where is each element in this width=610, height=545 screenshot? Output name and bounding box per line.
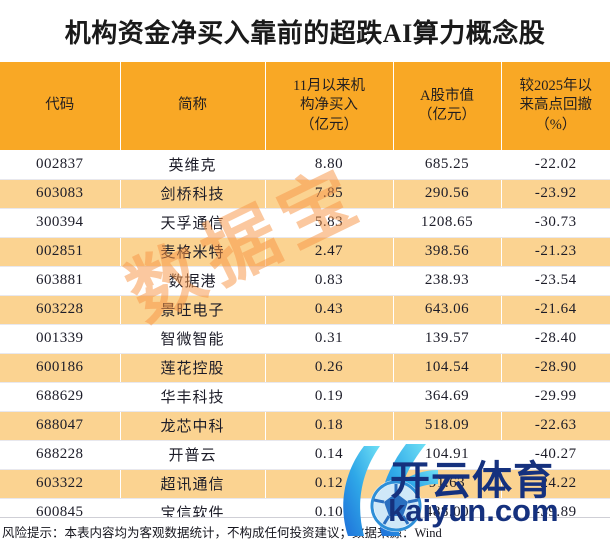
cell-drawdown: -21.23 [501,237,610,267]
table-row: 603322 超讯通信 0.12 91.63 -24.22 [0,469,610,499]
cell-name: 龙芯中科 [120,411,266,441]
cell-name: 天孚通信 [120,208,266,238]
cell-netbuy: 0.26 [265,353,394,383]
cell-code: 688629 [0,382,121,412]
column-header-netbuy-line3: （亿元） [300,116,358,133]
cell-code: 002837 [0,150,121,180]
column-header-netbuy-line1: 11月以来机 [293,78,365,95]
cell-netbuy: 0.14 [265,440,394,470]
cell-marketcap: 104.54 [393,353,502,383]
table-row: 300394 天孚通信 5.83 1208.65 -30.73 [0,208,610,238]
column-header-drawdown-line1: 较2025年以 [519,78,593,95]
cell-name: 超讯通信 [120,469,266,499]
table-row: 002851 麦格米特 2.47 398.56 -21.23 [0,237,610,267]
stock-table-container: 代码 简称 11月以来机 构净买入 （亿元） A股市值 （亿元） [0,62,610,528]
cell-code: 603083 [0,179,121,209]
cell-code: 603881 [0,266,121,296]
cell-netbuy: 0.31 [265,324,394,354]
cell-netbuy: 7.85 [265,179,394,209]
cell-name: 智微智能 [120,324,266,354]
table-header-row: 代码 简称 11月以来机 构净买入 （亿元） A股市值 （亿元） [0,62,610,150]
column-header-drawdown-line2: 来高点回撤 [519,97,593,114]
cell-marketcap: 643.06 [393,295,502,325]
cell-marketcap: 518.09 [393,411,502,441]
cell-drawdown: -30.73 [501,208,610,238]
cell-netbuy: 5.83 [265,208,394,238]
column-header-code: 代码 [0,62,121,150]
cell-netbuy: 0.43 [265,295,394,325]
stock-table: 代码 简称 11月以来机 构净买入 （亿元） A股市值 （亿元） [0,62,610,528]
table-body: 002837 英维克 8.80 685.25 -22.02 603083 剑桥科技 7.85 2… [0,150,610,528]
cell-code: 603228 [0,295,121,325]
cell-netbuy: 0.83 [265,266,394,296]
column-header-code-label: 代码 [45,97,75,114]
cell-drawdown: -21.64 [501,295,610,325]
table-row: 603881 数据港 0.83 238.93 -23.54 [0,266,610,296]
table-header: 代码 简称 11月以来机 构净买入 （亿元） A股市值 （亿元） [0,62,610,150]
cell-name: 剑桥科技 [120,179,266,209]
table-row: 600186 莲花控股 0.26 104.54 -28.90 [0,353,610,383]
cell-drawdown: -22.63 [501,411,610,441]
cell-code: 688047 [0,411,121,441]
page-title-bar: 机构资金净买入靠前的超跌AI算力概念股 [0,0,610,62]
table-row: 002837 英维克 8.80 685.25 -22.02 [0,150,610,180]
cell-netbuy: 0.19 [265,382,394,412]
cell-drawdown: -24.22 [501,469,610,499]
cell-marketcap: 398.56 [393,237,502,267]
column-header-name-label: 简称 [178,97,207,114]
cell-code: 002851 [0,237,121,267]
column-header-drawdown: 较2025年以 来高点回撤 （%） [500,62,610,150]
cell-netbuy: 0.12 [265,469,394,499]
page-title: 机构资金净买入靠前的超跌AI算力概念股 [64,18,546,48]
cell-code: 300394 [0,208,121,238]
cell-netbuy: 0.18 [265,411,394,441]
cell-name: 数据港 [120,266,266,296]
column-header-netbuy-line2: 构净买入 [300,97,358,114]
cell-drawdown: -28.90 [501,353,610,383]
cell-drawdown: -40.27 [501,440,610,470]
cell-name: 英维克 [120,150,266,180]
cell-drawdown: -23.54 [501,266,610,296]
table-row: 688228 开普云 0.14 104.91 -40.27 [0,440,610,470]
cell-marketcap: 685.25 [393,150,502,180]
cell-code: 688228 [0,440,121,470]
cell-drawdown: -22.02 [501,150,610,180]
table-row: 688629 华丰科技 0.19 364.69 -29.99 [0,382,610,412]
cell-drawdown: -29.99 [501,382,610,412]
table-row: 603083 剑桥科技 7.85 290.56 -23.92 [0,179,610,209]
cell-name: 华丰科技 [120,382,266,412]
risk-disclaimer: 风险提示：本表内容均为客观数据统计，不构成任何投资建议；数据来源：Wind [2,526,442,540]
column-header-name: 简称 [119,62,266,150]
cell-drawdown: -23.92 [501,179,610,209]
cell-netbuy: 8.80 [265,150,394,180]
cell-code: 001339 [0,324,121,354]
column-header-drawdown-line3: （%） [535,116,577,133]
table-row: 688047 龙芯中科 0.18 518.09 -22.63 [0,411,610,441]
table-row: 001339 智微智能 0.31 139.57 -28.40 [0,324,610,354]
cell-name: 莲花控股 [120,353,266,383]
cell-marketcap: 364.69 [393,382,502,412]
cell-netbuy: 2.47 [265,237,394,267]
cell-name: 景旺电子 [120,295,266,325]
cell-marketcap: 1208.65 [393,208,502,238]
cell-marketcap: 290.56 [393,179,502,209]
cell-marketcap: 139.57 [393,324,502,354]
cell-name: 开普云 [120,440,266,470]
footer-bar: 风险提示：本表内容均为客观数据统计，不构成任何投资建议；数据来源：Wind [0,517,610,545]
cell-marketcap: 104.91 [393,440,502,470]
table-row: 603228 景旺电子 0.43 643.06 -21.64 [0,295,610,325]
cell-marketcap: 91.63 [393,469,502,499]
cell-code: 600186 [0,353,121,383]
column-header-marketcap-line2: （亿元） [418,107,476,123]
column-header-netbuy: 11月以来机 构净买入 （亿元） [264,62,394,150]
cell-drawdown: -28.40 [501,324,610,354]
column-header-marketcap: A股市值 （亿元） [392,62,502,150]
cell-code: 603322 [0,469,121,499]
column-header-marketcap-line1: A股市值 [420,87,474,104]
cell-name: 麦格米特 [120,237,266,267]
cell-marketcap: 238.93 [393,266,502,296]
